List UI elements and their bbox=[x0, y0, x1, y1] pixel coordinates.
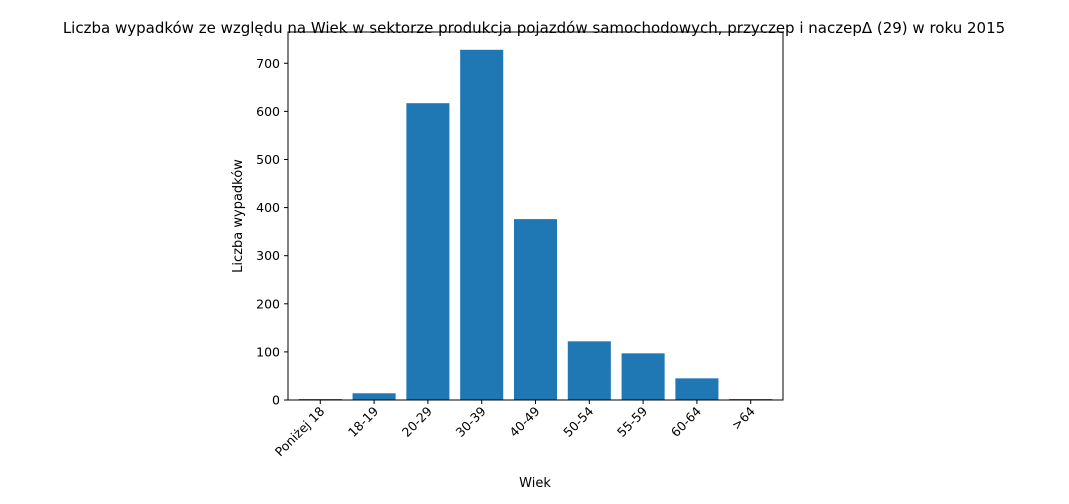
y-tick-label: 700 bbox=[256, 56, 280, 71]
x-tick-label: 20-29 bbox=[399, 403, 435, 439]
x-axis: Poniżej 18 18-19 20-29 30-39 40-49 50-54 55-59… bbox=[272, 400, 758, 459]
y-tick-label: 400 bbox=[256, 200, 280, 215]
y-axis: 0 100 200 300 400 500 600 700 bbox=[256, 56, 288, 408]
y-tick-label: 500 bbox=[256, 152, 280, 167]
x-tick-label: 40-49 bbox=[506, 403, 542, 439]
bar-4 bbox=[513, 219, 558, 400]
x-tick-label: >64 bbox=[729, 403, 758, 432]
x-tick-label: 30-39 bbox=[453, 403, 489, 439]
x-tick-label: 18-19 bbox=[345, 403, 381, 439]
y-tick-label: 100 bbox=[256, 344, 280, 359]
x-tick-label: 60-64 bbox=[668, 403, 704, 439]
y-tick-label: 600 bbox=[256, 104, 280, 119]
bars-group bbox=[298, 49, 773, 401]
chart-title: Liczba wypadków ze względu na Wiek w sek… bbox=[63, 19, 1005, 37]
bar-5 bbox=[567, 341, 611, 400]
bar-7 bbox=[675, 378, 719, 400]
y-axis-label: Liczba wypadków bbox=[231, 159, 246, 273]
x-tick-label: 55-59 bbox=[614, 403, 650, 439]
bar-1 bbox=[352, 393, 396, 400]
x-tick-label: 50-54 bbox=[560, 403, 596, 439]
y-tick-label: 300 bbox=[256, 248, 280, 263]
bar-6 bbox=[621, 353, 665, 400]
x-tick-label: Poniżej 18 bbox=[272, 403, 328, 459]
y-tick-label: 0 bbox=[272, 393, 280, 408]
bar-3 bbox=[460, 49, 504, 400]
x-axis-label: Wiek bbox=[519, 476, 551, 491]
bar-2 bbox=[406, 103, 450, 401]
y-tick-label: 200 bbox=[256, 296, 280, 311]
